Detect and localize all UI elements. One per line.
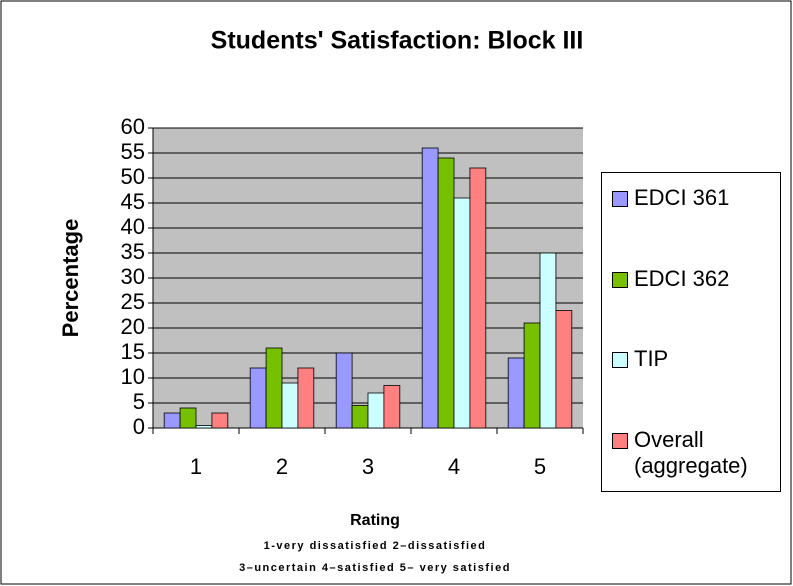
legend-label: EDCI 362 bbox=[634, 265, 730, 291]
legend-item: TIP bbox=[608, 346, 774, 372]
bar bbox=[281, 382, 299, 429]
legend-label: EDCI 361 bbox=[634, 185, 730, 210]
x-tick-label: 5 bbox=[534, 454, 546, 479]
y-tick-label: 30 bbox=[121, 264, 145, 289]
bar bbox=[351, 405, 369, 429]
legend-item: EDCI 361 bbox=[608, 185, 774, 211]
y-axis-label: Percentage bbox=[58, 219, 83, 338]
legend-swatch bbox=[612, 432, 628, 449]
y-tick-label: 15 bbox=[121, 339, 145, 364]
note: 1-very dissatisfied 2–dissatisfied bbox=[264, 540, 487, 552]
x-tick-label: 3 bbox=[362, 454, 374, 479]
bar bbox=[507, 357, 525, 429]
x-tick-label: 1 bbox=[190, 454, 202, 479]
bar bbox=[211, 412, 229, 429]
y-tick-label: 40 bbox=[121, 214, 145, 239]
y-tick-label: 45 bbox=[121, 189, 145, 214]
y-tick-label: 20 bbox=[121, 314, 145, 339]
bar bbox=[539, 252, 557, 429]
y-tick-label: 50 bbox=[121, 164, 145, 189]
bar bbox=[297, 367, 315, 429]
bar bbox=[367, 392, 385, 429]
bar bbox=[453, 197, 471, 429]
bar bbox=[249, 367, 267, 429]
bar bbox=[195, 425, 213, 429]
legend: EDCI 361 EDCI 362 TIP Overall (aggregate) bbox=[601, 172, 781, 492]
bar bbox=[383, 385, 401, 429]
note: 3–uncertain 4–satisfied 5– very satisfie… bbox=[239, 562, 511, 574]
y-tick-label: 60 bbox=[121, 114, 145, 139]
bar bbox=[523, 322, 541, 429]
bar bbox=[437, 157, 455, 429]
bar bbox=[421, 147, 439, 429]
y-tick-label: 0 bbox=[133, 414, 145, 439]
y-tick-label: 5 bbox=[133, 389, 145, 414]
x-tick-label: 2 bbox=[276, 454, 288, 479]
legend-label: TIP bbox=[634, 346, 669, 372]
bar bbox=[469, 167, 487, 429]
bar bbox=[179, 407, 197, 429]
bar bbox=[335, 352, 353, 429]
x-tick-label: 4 bbox=[448, 454, 460, 479]
chart-title: Students' Satisfaction: Block III bbox=[211, 27, 584, 55]
y-tick-label: 35 bbox=[121, 239, 145, 264]
legend-swatch bbox=[612, 271, 628, 288]
y-tick-label: 55 bbox=[121, 139, 145, 164]
x-axis-label: Rating bbox=[350, 512, 400, 529]
y-tick-label: 10 bbox=[121, 364, 145, 389]
legend-item: Overall (aggregate) bbox=[608, 427, 774, 479]
legend-swatch bbox=[612, 352, 628, 369]
bar bbox=[163, 412, 181, 429]
y-tick-label: 25 bbox=[121, 289, 145, 314]
legend-swatch bbox=[612, 191, 628, 207]
legend-item: EDCI 362 bbox=[608, 266, 774, 292]
legend-label: Overall (aggregate) bbox=[634, 426, 748, 478]
bar bbox=[265, 347, 283, 429]
bar bbox=[555, 310, 573, 429]
